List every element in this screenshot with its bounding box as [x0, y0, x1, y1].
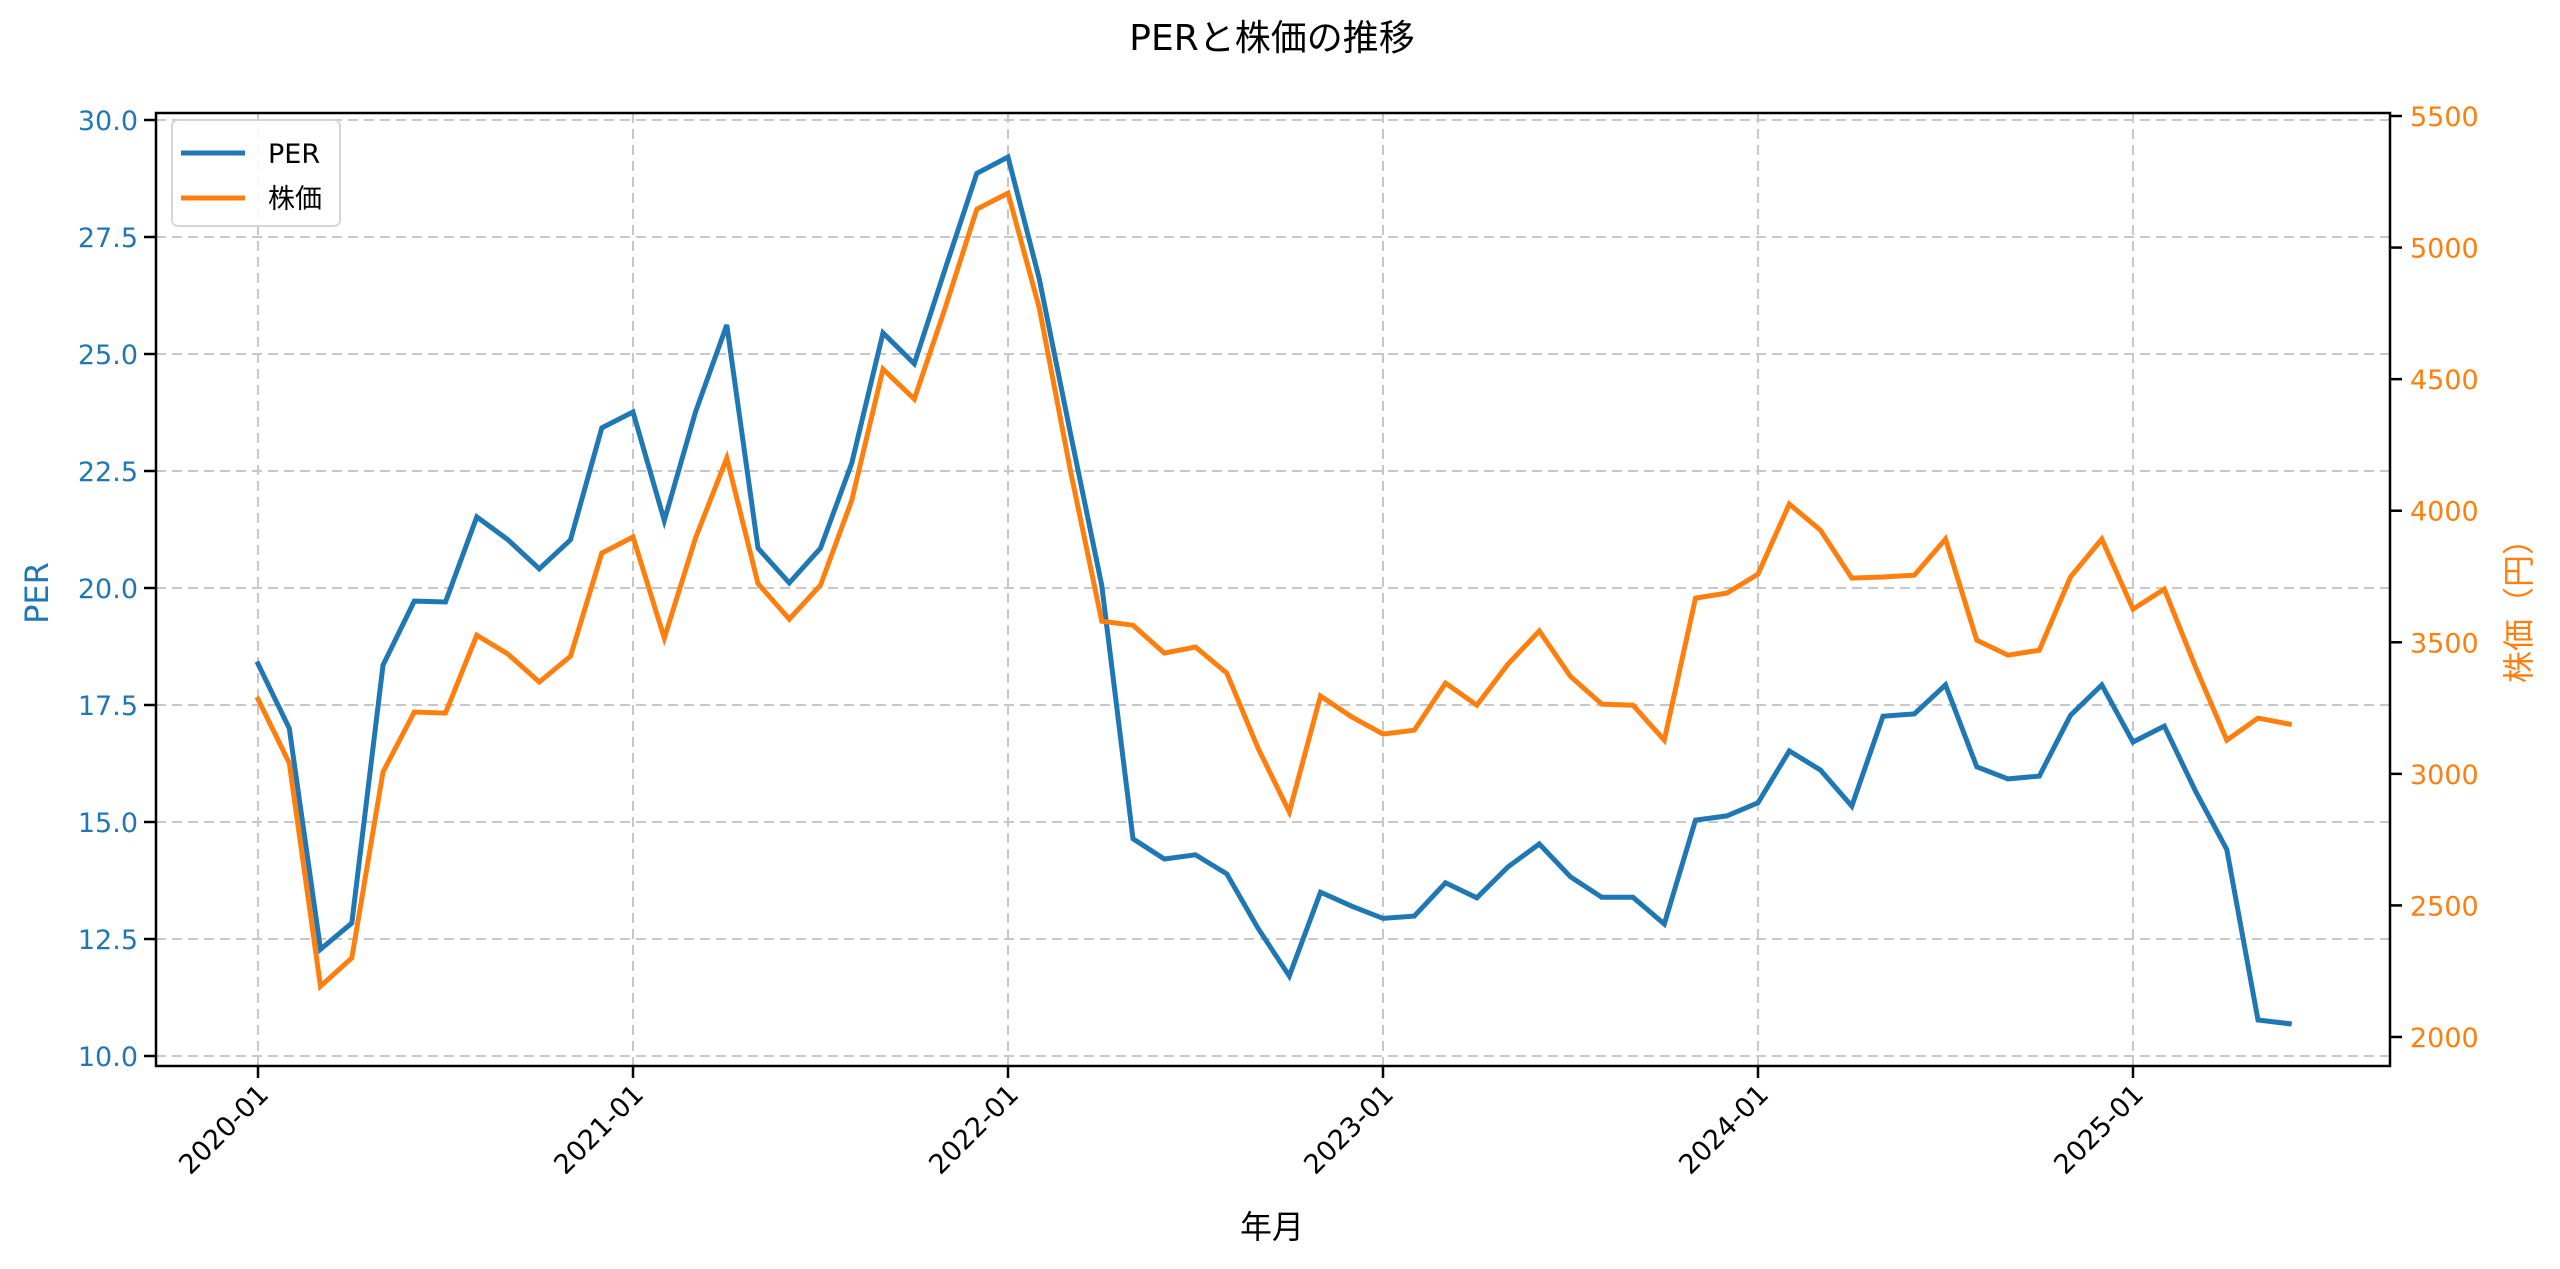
- y-left-tick-label: 15.0: [78, 808, 138, 839]
- y-left-tick-label: 17.5: [78, 691, 138, 722]
- y-right-tick-label: 3000: [2410, 760, 2479, 791]
- y-axis-left-label: PER: [18, 562, 56, 624]
- x-tick-label: 2025-01: [2048, 1079, 2150, 1181]
- y-left-tick-label: 27.5: [78, 223, 138, 254]
- legend: PER 株価: [171, 119, 341, 227]
- y-right-tick-label: 4000: [2410, 497, 2479, 528]
- plot-area: [254, 153, 2293, 1027]
- x-tick-label: 2022-01: [923, 1079, 1025, 1181]
- y-right-tick-label: 2000: [2410, 1023, 2479, 1054]
- x-tick-label: 2021-01: [548, 1079, 650, 1181]
- legend-per-label: PER: [268, 139, 320, 170]
- y-left-tick-label: 10.0: [78, 1042, 138, 1073]
- y-left-tick-label: 22.5: [78, 457, 138, 488]
- legend-price-label: 株価: [268, 184, 322, 215]
- y-right-tick-label: 4500: [2410, 365, 2479, 396]
- y-left-tick-label: 12.5: [78, 925, 138, 956]
- x-axis-label: 年月: [1240, 1208, 1304, 1246]
- y-left-tick-label: 30.0: [78, 106, 138, 137]
- x-tick-label: 2024-01: [1673, 1079, 1775, 1181]
- y-right-tick-label: 5000: [2410, 234, 2479, 265]
- y-axis-right-label: 株価（円）: [2500, 523, 2538, 683]
- price-line: [254, 189, 2293, 992]
- grid-lines: [156, 113, 2390, 1066]
- y-right-tick-label: 2500: [2410, 891, 2479, 922]
- y-left-tick-label: 25.0: [78, 340, 138, 371]
- y-right-tick-label: 5500: [2410, 102, 2479, 133]
- chart-title: PERと株価の推移: [1129, 18, 1414, 59]
- y-axis-left: 10.0 12.5 15.0 17.5 20.0 22.5 25.0 27.5 30.0: [78, 106, 156, 1073]
- x-tick-label: 2020-01: [173, 1079, 275, 1181]
- y-right-tick-label: 3500: [2410, 628, 2479, 659]
- y-left-tick-label: 20.0: [78, 574, 138, 605]
- x-axis: 2020-01 2021-01 2022-01 2023-01 2024-01 2025-…: [173, 1066, 2150, 1181]
- axes-frame: [154, 111, 2392, 1068]
- x-tick-label: 2023-01: [1298, 1079, 1400, 1181]
- per-line: [254, 153, 2293, 1027]
- y-axis-right: 2000 2500 3000 3500 4000 4500 5000 5500: [2390, 102, 2479, 1054]
